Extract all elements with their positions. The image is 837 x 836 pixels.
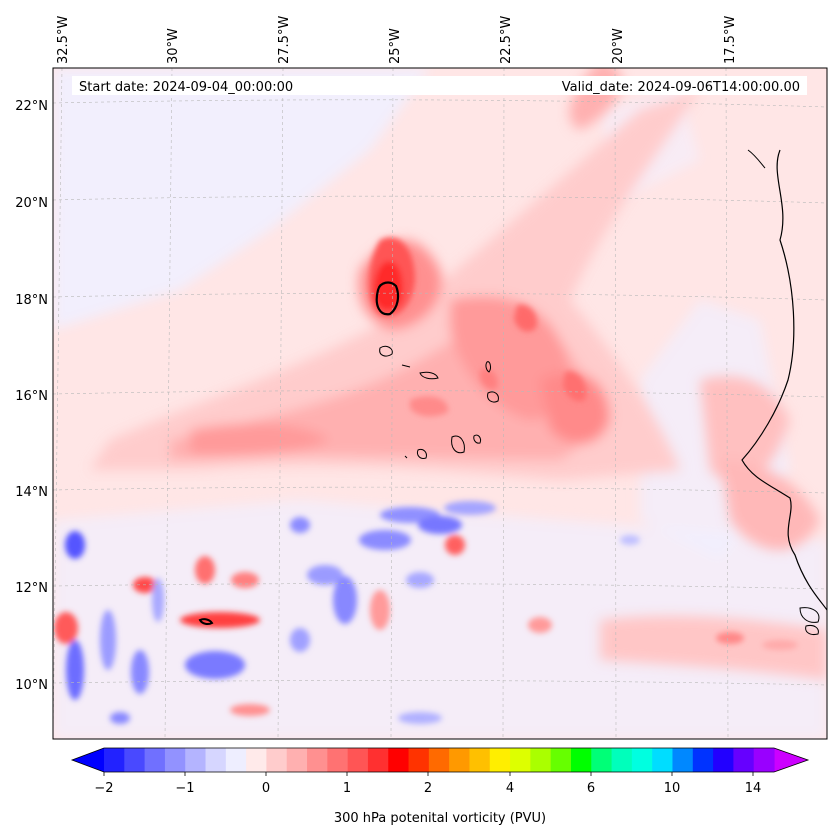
colorbar-cell xyxy=(692,748,714,772)
graticule xyxy=(53,68,827,739)
colorbar-title: 300 hPa potenital vorticity (PVU) xyxy=(334,811,546,826)
lon-label: 32.5°W xyxy=(56,16,71,64)
colorbar-cell xyxy=(652,748,674,772)
colorbar-cell xyxy=(753,748,775,772)
pv-mixed-streaks xyxy=(54,501,798,724)
colorbar-tick-labels: −2 −1 0 1 2 4 6 10 14 xyxy=(94,781,761,796)
colorbar-tick-label: 1 xyxy=(343,781,351,796)
colorbar-cell xyxy=(591,748,613,772)
lon-label: 25°W xyxy=(388,28,403,64)
longitude-labels: 32.5°W 30°W 27.5°W 25°W 22.5°W 20°W 17.5… xyxy=(56,16,738,64)
lat-label: 14°N xyxy=(15,485,48,500)
colorbar-cell xyxy=(347,748,369,772)
colorbar-max-extend xyxy=(774,748,808,772)
info-bar xyxy=(72,76,807,95)
lat-label: 18°N xyxy=(15,293,48,308)
colorbar: −2 −1 0 1 2 4 6 10 14 300 hPa potenital … xyxy=(70,747,810,826)
colorbar-cell xyxy=(489,748,511,772)
colorbar-cell xyxy=(104,748,125,772)
colorbar-cell xyxy=(367,748,389,772)
lat-label: 20°N xyxy=(15,196,48,211)
colorbar-cell xyxy=(144,748,166,772)
cabo-verde-islands xyxy=(379,345,820,635)
lon-label: 22.5°W xyxy=(499,16,514,64)
colorbar-cell xyxy=(550,748,572,772)
colorbar-tick-label: 14 xyxy=(745,781,762,796)
colorbar-tick-label: 6 xyxy=(587,781,595,796)
start-date-label: Start date: 2024-09-04_00:00:00 xyxy=(79,80,293,95)
colorbar-cell xyxy=(510,748,531,772)
colorbar-cell xyxy=(266,748,288,772)
pv-strong-core xyxy=(368,237,587,417)
pv-2-contour-south xyxy=(198,618,214,625)
colorbar-cell xyxy=(307,748,328,772)
colorbar-cell xyxy=(246,748,268,772)
africa-coastline xyxy=(741,149,827,611)
colorbar-cell xyxy=(327,748,349,772)
colorbar-cell xyxy=(570,748,592,772)
colorbar-cell xyxy=(388,748,410,772)
colorbar-cell xyxy=(124,748,146,772)
colorbar-cell xyxy=(530,748,552,772)
colorbar-cell xyxy=(164,748,186,772)
colorbar-tick-label: 0 xyxy=(262,781,270,796)
colorbar-tick-label: −2 xyxy=(94,781,113,796)
colorbar-min-extend xyxy=(72,748,104,772)
lat-label: 12°N xyxy=(15,581,48,596)
lon-label: 30°W xyxy=(166,28,181,64)
colorbar-tick-label: 10 xyxy=(664,781,681,796)
colorbar-outline xyxy=(70,747,810,773)
lon-label: 20°W xyxy=(611,28,626,64)
colorbar-cell xyxy=(631,748,653,772)
lat-label: 10°N xyxy=(15,678,48,693)
colorbar-cell xyxy=(449,748,471,772)
coastline-cape xyxy=(747,149,766,169)
colorbar-tick-label: 2 xyxy=(424,781,432,796)
colorbar-tick-label: 4 xyxy=(506,781,514,796)
colorbar-cell xyxy=(428,748,450,772)
colorbar-cell xyxy=(185,748,207,772)
colorbar-ticks xyxy=(103,772,754,776)
colorbar-cell xyxy=(205,748,227,772)
colorbar-cell xyxy=(611,748,633,772)
colorbar-cell xyxy=(469,748,491,772)
lat-label: 16°N xyxy=(15,389,48,404)
lon-label: 27.5°W xyxy=(277,16,292,64)
pv-field xyxy=(53,68,827,739)
colorbar-cell xyxy=(408,748,430,772)
colorbar-tick-label: −1 xyxy=(175,781,194,796)
colorbar-cell xyxy=(225,748,247,772)
lon-label: 17.5°W xyxy=(723,16,738,64)
valid-date-label: Valid_date: 2024-09-06T14:00:00.00 xyxy=(562,80,800,95)
colorbar-cell xyxy=(286,748,308,772)
pv-2-contour-north xyxy=(375,281,400,316)
lat-label: 22°N xyxy=(15,99,48,114)
colorbar-cell xyxy=(672,748,694,772)
colorbar-cell xyxy=(733,748,755,772)
latitude-labels: 22°N 20°N 18°N 16°N 14°N 12°N 10°N xyxy=(15,99,48,693)
colorbar-cell xyxy=(713,748,734,772)
map-frame xyxy=(52,67,828,740)
